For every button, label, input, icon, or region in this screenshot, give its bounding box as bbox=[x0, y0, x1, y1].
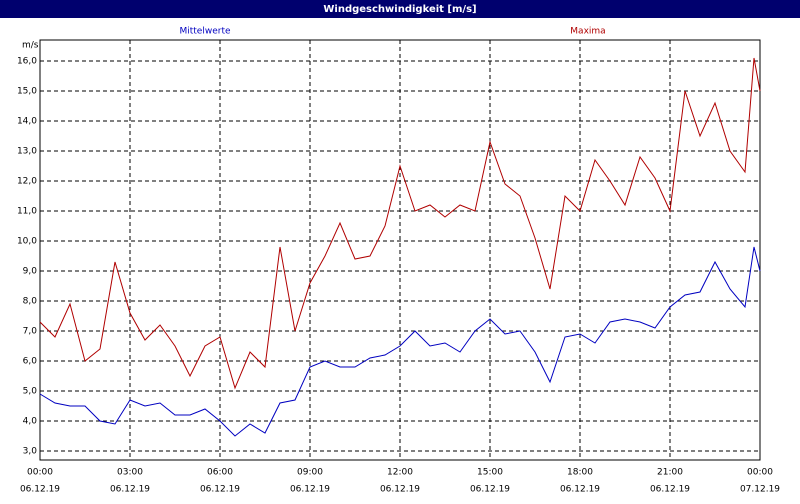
y-tick-label: 15,0 bbox=[17, 87, 37, 97]
series-line bbox=[39, 246, 761, 437]
x-tick-date: 06.12.19 bbox=[200, 485, 240, 495]
x-tick-date: 06.12.19 bbox=[650, 485, 690, 495]
y-tick-label: 12,0 bbox=[17, 177, 37, 187]
x-tick-label: 00:00 bbox=[747, 468, 773, 478]
x-tick-label: 00:00 bbox=[27, 468, 53, 478]
x-tick-date: 06.12.19 bbox=[470, 485, 510, 495]
y-tick-label: 5,0 bbox=[23, 387, 38, 397]
y-tick-label: 10,0 bbox=[17, 237, 37, 247]
legend-label: Maxima bbox=[570, 27, 605, 37]
x-tick-date: 06.12.19 bbox=[560, 485, 600, 495]
x-tick-label: 06:00 bbox=[207, 468, 233, 478]
x-tick-label: 09:00 bbox=[297, 468, 323, 478]
title-bar bbox=[0, 0, 800, 18]
y-tick-label: 9,0 bbox=[23, 267, 38, 277]
x-tick-date: 06.12.19 bbox=[290, 485, 330, 495]
x-tick-label: 18:00 bbox=[567, 468, 593, 478]
x-tick-label: 03:00 bbox=[117, 468, 143, 478]
legend-label: Mittelwerte bbox=[179, 27, 230, 37]
y-tick-label: 7,0 bbox=[23, 327, 38, 337]
series-line bbox=[39, 57, 761, 390]
y-tick-label: 11,0 bbox=[17, 207, 37, 217]
y-tick-label: 8,0 bbox=[23, 297, 38, 307]
x-tick-date: 06.12.19 bbox=[20, 485, 60, 495]
x-tick-date: 06.12.19 bbox=[110, 485, 150, 495]
chart-title: Windgeschwindigkeit [m/s] bbox=[323, 4, 476, 15]
y-tick-label: 13,0 bbox=[17, 147, 37, 157]
x-tick-label: 21:00 bbox=[657, 468, 683, 478]
y-tick-label: 14,0 bbox=[17, 117, 37, 127]
x-tick-label: 12:00 bbox=[387, 468, 413, 478]
y-tick-label: 4,0 bbox=[23, 417, 38, 427]
y-unit: m/s bbox=[22, 41, 39, 51]
y-tick-label: 6,0 bbox=[23, 357, 38, 367]
x-tick-date: 07.12.19 bbox=[740, 485, 780, 495]
y-tick-label: 3,0 bbox=[23, 447, 38, 457]
x-tick-label: 15:00 bbox=[477, 468, 503, 478]
y-tick-label: 16,0 bbox=[17, 57, 37, 67]
x-tick-date: 06.12.19 bbox=[380, 485, 420, 495]
